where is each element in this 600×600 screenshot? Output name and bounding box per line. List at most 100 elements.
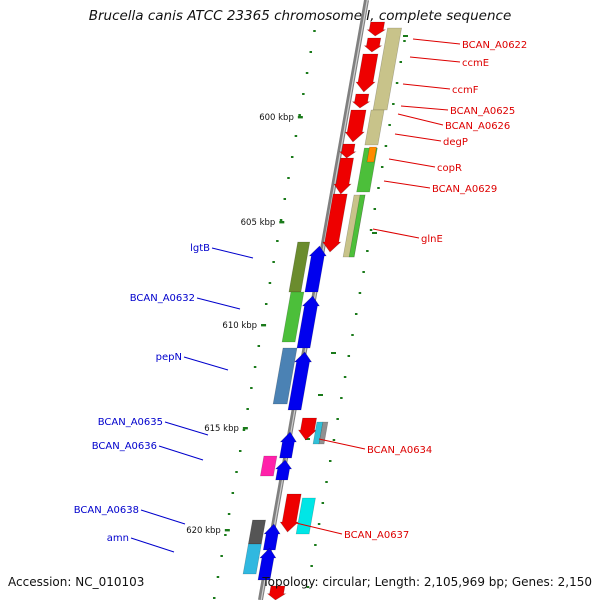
gene-arrow-forward — [274, 459, 293, 481]
dot-tick-left — [242, 429, 246, 431]
gene-arrow-reverse — [266, 585, 287, 600]
label-leader-line — [400, 105, 449, 111]
dot-tick-left — [212, 597, 216, 599]
dot-tick-right — [362, 271, 365, 273]
kbp-tick-mark — [297, 116, 303, 119]
gene-label-reverse: degP — [443, 137, 468, 148]
dot-tick-right — [384, 145, 388, 147]
label-leader-line — [397, 113, 444, 126]
gene-arrow-reverse — [363, 37, 383, 53]
gene-cds-bar — [281, 291, 305, 343]
gene-cds-bar — [372, 27, 402, 111]
dot-tick-right — [369, 229, 373, 231]
dot-tick-right — [332, 439, 336, 441]
dot-tick-left — [279, 219, 283, 221]
gene-arrow-reverse — [366, 21, 387, 37]
label-leader-line — [388, 158, 436, 168]
gene-arrow-forward — [304, 245, 327, 293]
dot-tick-right — [358, 292, 362, 294]
accession-text: Accession: NC_010103 — [8, 575, 145, 589]
gene-arrow-reverse — [279, 493, 302, 533]
kbp-tick-label: 620 kbp — [186, 526, 221, 536]
dot-tick-right — [366, 250, 369, 252]
dot-tick-right — [347, 355, 351, 357]
gene-arrow-forward — [262, 523, 281, 551]
dot-tick-right — [317, 523, 321, 525]
gene-cds-bar — [348, 194, 366, 258]
gene-arrow-forward — [287, 351, 313, 411]
gene-arrow-reverse — [297, 417, 318, 441]
label-leader-line — [409, 56, 461, 63]
dot-tick-left — [290, 156, 294, 158]
dot-tick-left — [224, 534, 227, 536]
gene-label-reverse: glnE — [421, 234, 443, 245]
dot-tick-right — [336, 418, 339, 420]
dot-tick-right — [399, 61, 403, 63]
gene-label-forward: lgtB — [190, 243, 210, 254]
gene-cds-bar — [295, 497, 316, 535]
gene-labels: BCAN_A0622 ccmE ccmF BCAN_A0625 BCAN_A0626de… — [74, 38, 527, 553]
gene-cds-bar — [247, 519, 266, 545]
label-leader-line — [318, 438, 366, 450]
dot-tick-right — [388, 124, 391, 126]
dot-tick-right — [351, 334, 354, 336]
gene-label-reverse: BCAN_A0625 — [450, 106, 515, 117]
dash-tick — [318, 394, 323, 396]
topology-text: Topology: circular; Length: 2,105,969 bp… — [262, 575, 592, 589]
dot-tick-left — [294, 135, 298, 137]
gene-arrow-reverse — [344, 109, 367, 143]
gene-label-reverse: BCAN_A0626 — [445, 121, 510, 132]
dot-tick-left — [220, 555, 223, 557]
gene-label-reverse: BCAN_A0629 — [432, 184, 497, 195]
kbp-tick-label: 600 kbp — [259, 113, 294, 123]
dot-tick-left — [302, 93, 305, 95]
gene-label-forward: pepN — [156, 352, 182, 363]
dot-tick-left — [227, 513, 231, 515]
dot-tick-right — [343, 376, 347, 378]
gene-cds-bar — [366, 146, 377, 163]
label-leader-line — [372, 228, 420, 239]
dot-tick-left — [287, 177, 290, 179]
gene-cds-bar — [318, 421, 329, 445]
dot-tick-right — [340, 397, 343, 399]
feature-tracks — [242, 21, 402, 600]
dot-tick-left — [305, 72, 309, 74]
gene-label-forward: BCAN_A0636 — [92, 441, 157, 452]
kbp-tick-mark — [242, 427, 248, 430]
kbp-tick-mark — [279, 221, 285, 224]
dot-tick-left — [246, 408, 249, 410]
gene-arrow-reverse — [333, 157, 354, 195]
gene-arrow-forward — [296, 295, 320, 349]
dot-tick-right — [354, 313, 358, 315]
gene-arrow-reverse — [338, 143, 357, 159]
gene-cds-bar — [272, 347, 298, 405]
dot-tick-right — [321, 502, 325, 504]
dash-tick — [403, 35, 408, 37]
dot-tick-left — [238, 450, 242, 452]
dot-tick-right — [395, 82, 399, 84]
dot-tick-left — [313, 30, 316, 32]
label-leader-line — [295, 522, 343, 535]
gene-label-reverse: BCAN_A0637 — [344, 530, 409, 541]
label-leader-line — [183, 356, 229, 371]
dot-tick-right — [377, 187, 380, 189]
dash-tick — [331, 352, 336, 354]
label-leader-line — [164, 421, 209, 436]
dot-tick-right — [380, 166, 384, 168]
dot-tick-left — [257, 345, 261, 347]
dash-tick — [372, 232, 377, 234]
dot-tick-left — [264, 303, 268, 305]
dot-tick-left — [309, 51, 313, 53]
gene-cds-bar — [260, 455, 278, 477]
kbp-tick-mark — [261, 324, 267, 327]
dot-tick-left — [235, 471, 238, 473]
gene-arrow-reverse — [322, 193, 348, 253]
dot-tick-left — [276, 240, 279, 242]
gene-cds-bar — [242, 543, 262, 575]
label-leader-line — [383, 180, 431, 189]
gene-label-reverse: BCAN_A0622 — [462, 40, 527, 51]
gene-arrow-reverse — [351, 93, 371, 109]
gene-label-forward: BCAN_A0632 — [130, 293, 195, 304]
kbp-tick-label: 605 kbp — [241, 218, 276, 228]
